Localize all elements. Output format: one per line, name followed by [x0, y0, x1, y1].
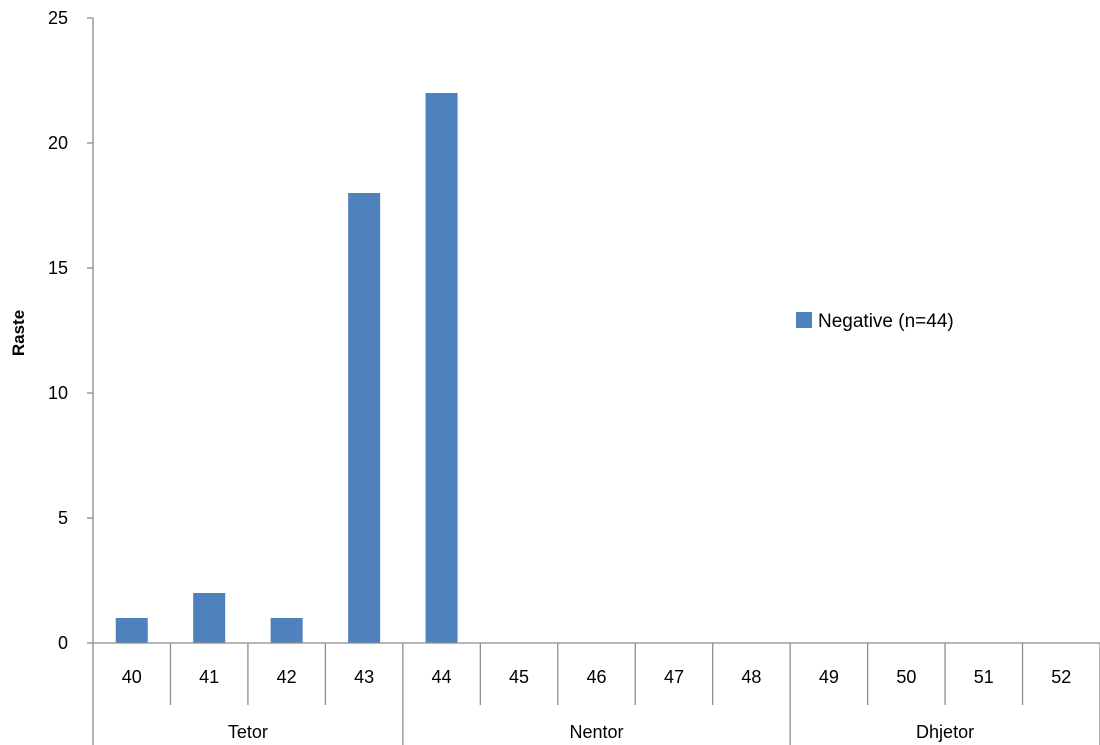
x-tick-label: 51: [974, 667, 994, 687]
x-tick-label: 40: [122, 667, 142, 687]
x-group-label: Nentor: [569, 722, 623, 742]
legend: Negative (n=44): [796, 311, 954, 332]
x-tick-label: 44: [432, 667, 452, 687]
y-axis: 0 5 10 15 20 25: [48, 8, 94, 653]
y-tick-label: 15: [48, 258, 68, 278]
x-tick-label: 42: [277, 667, 297, 687]
y-tick-label: 20: [48, 133, 68, 153]
bar: [193, 593, 226, 643]
x-tick-label: 46: [586, 667, 606, 687]
bar: [270, 618, 303, 643]
x-tick-label: 48: [741, 667, 761, 687]
x-tick-label: 45: [509, 667, 529, 687]
y-tick-label: 10: [48, 383, 68, 403]
bars: [115, 93, 458, 643]
x-tick-label: 52: [1051, 667, 1071, 687]
bar: [425, 93, 458, 643]
y-axis-label: Raste: [9, 310, 28, 356]
legend-swatch: [796, 312, 812, 328]
x-tick-label: 47: [664, 667, 684, 687]
x-axis: 40 41 42 43 44 45 46 47 48 49 50 51 52 Tetor Nentor Dhj…: [92, 642, 1100, 745]
y-tick-label: 0: [58, 633, 68, 653]
bar: [348, 193, 381, 643]
x-group-label: Dhjetor: [916, 722, 974, 742]
bar: [115, 618, 148, 643]
x-tick-label: 50: [896, 667, 916, 687]
y-tick-label: 5: [58, 508, 68, 528]
x-group-label: Tetor: [228, 722, 268, 742]
y-tick-label: 25: [48, 8, 68, 28]
x-tick-label: 41: [199, 667, 219, 687]
x-tick-label: 43: [354, 667, 374, 687]
x-tick-label: 49: [819, 667, 839, 687]
legend-label: Negative (n=44): [818, 311, 954, 332]
